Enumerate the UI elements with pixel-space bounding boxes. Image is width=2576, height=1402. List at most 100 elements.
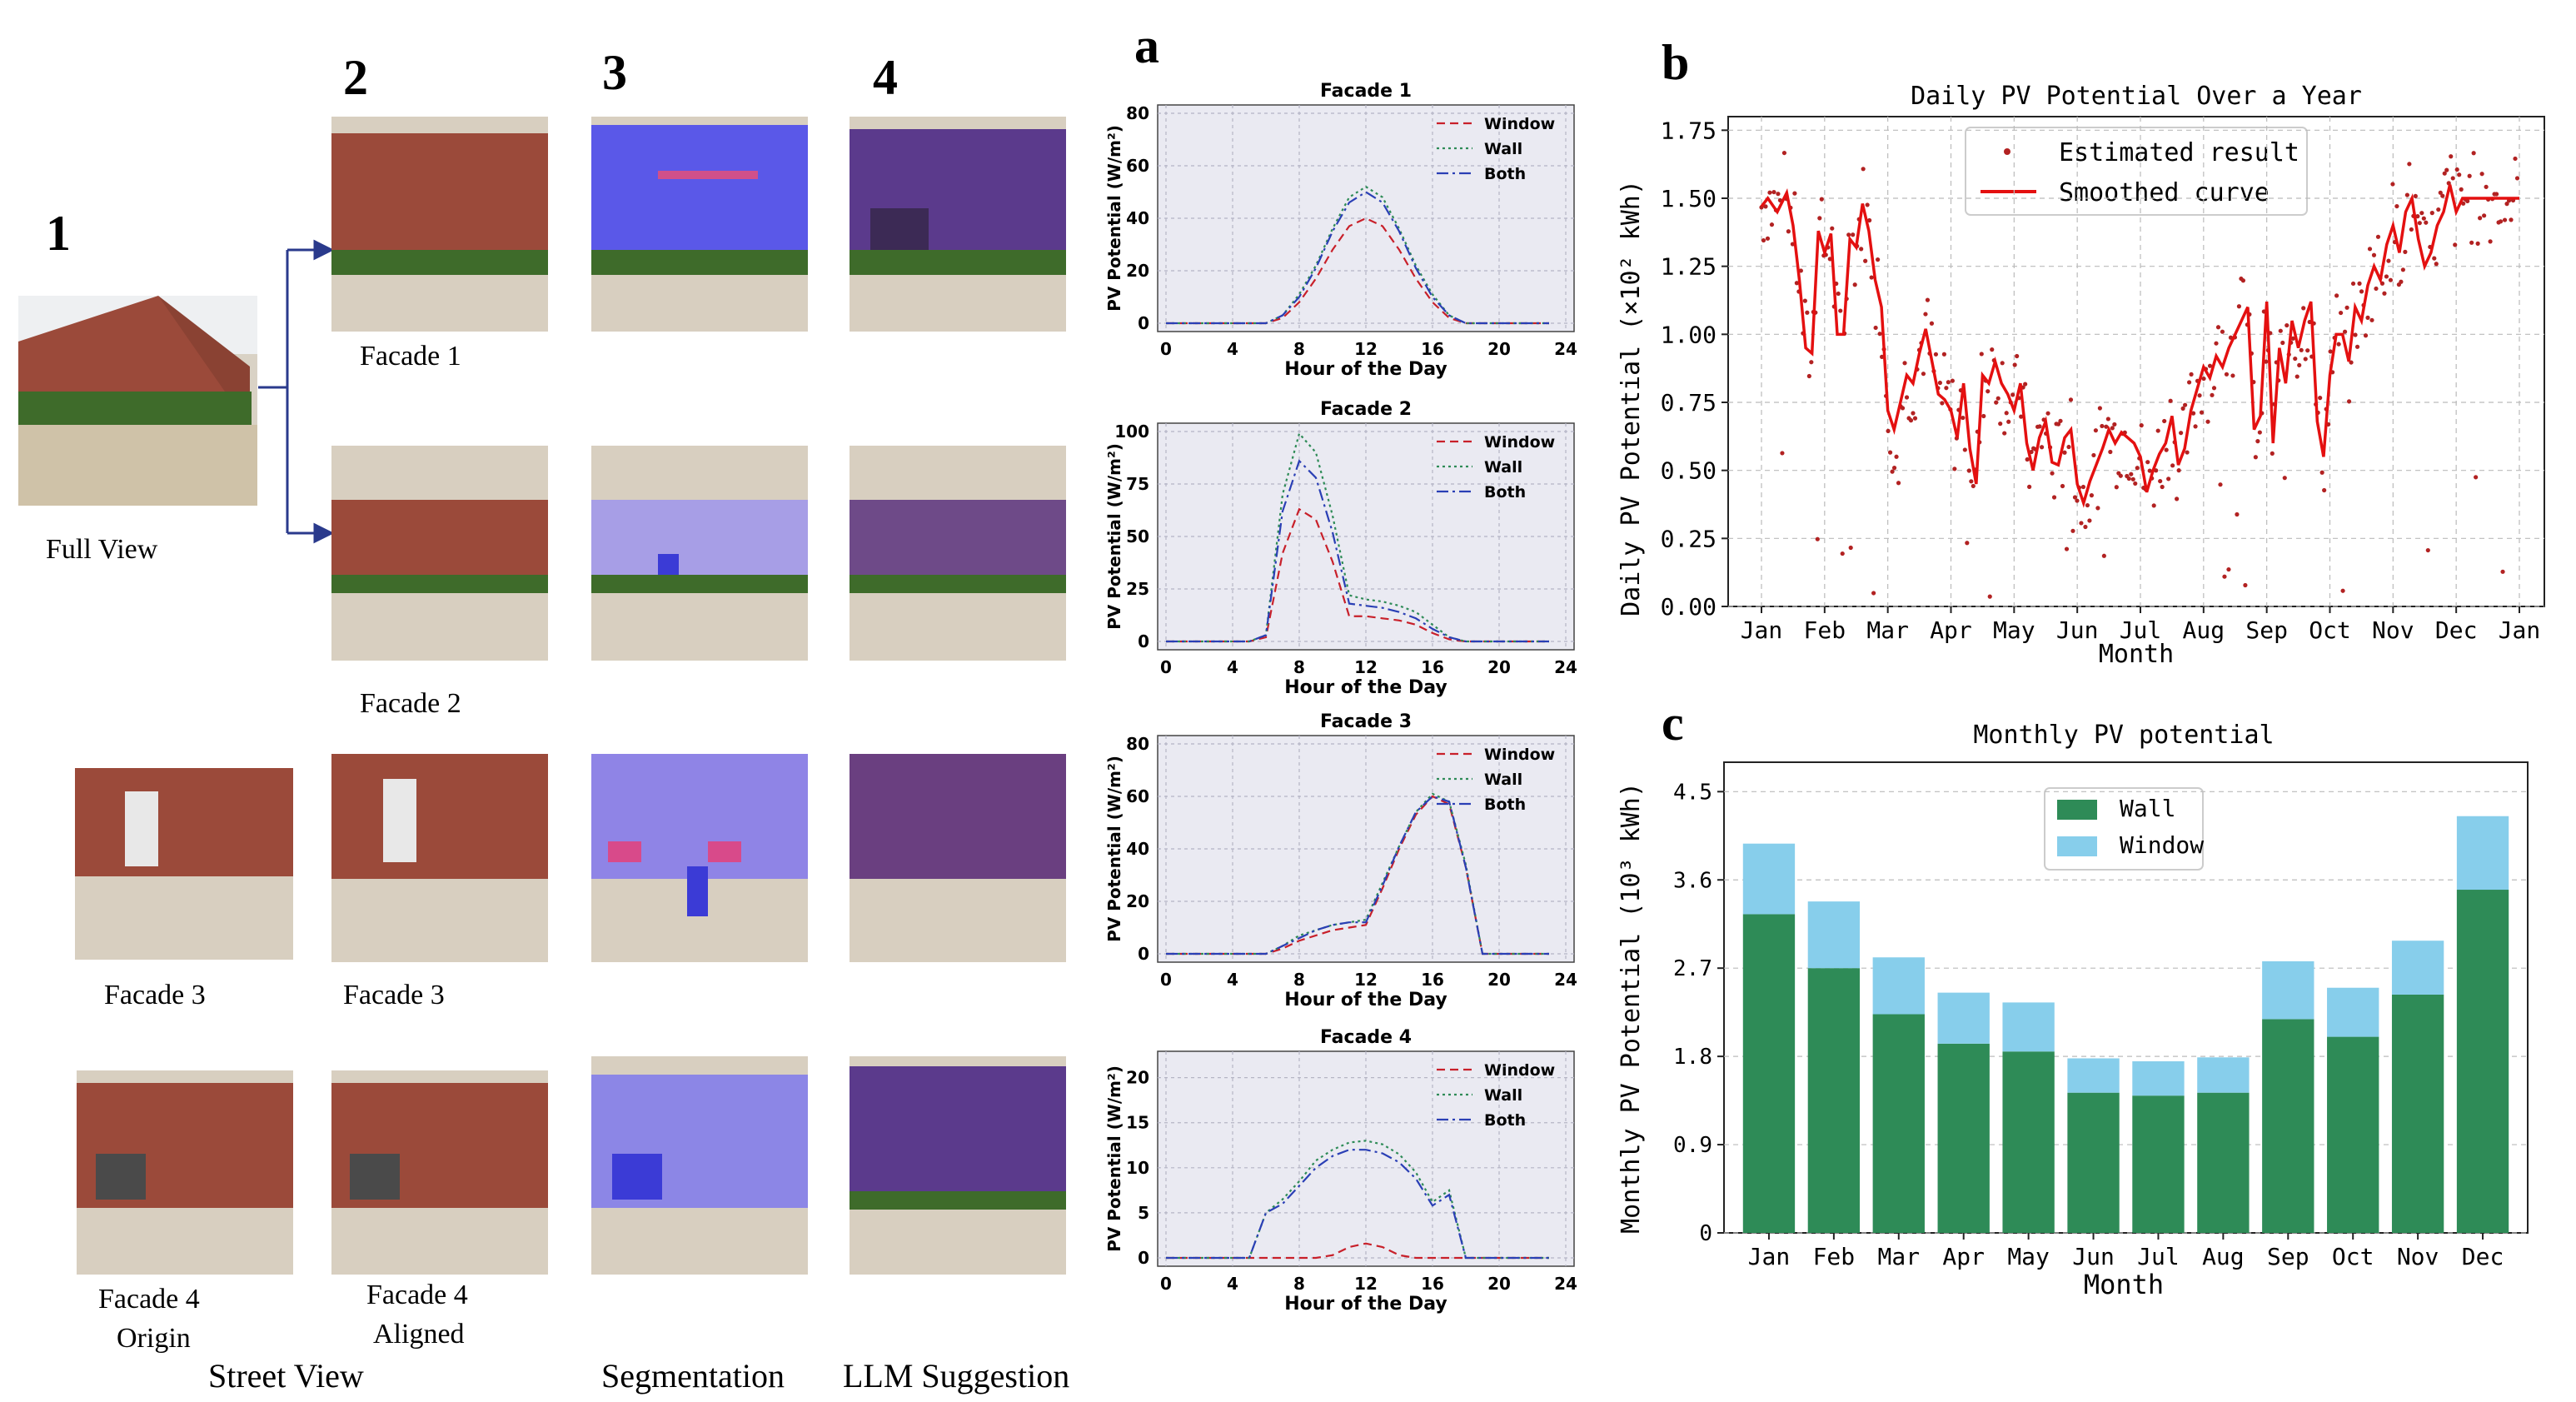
y-axis-label: PV Potential (W/m²) xyxy=(1104,125,1124,312)
scatter-point xyxy=(1946,380,1951,385)
scatter-point xyxy=(1863,258,1868,263)
x-tick-label: 16 xyxy=(1421,970,1444,990)
scatter-point xyxy=(1792,191,1797,196)
scatter-point xyxy=(2438,190,2443,195)
panel-b-ylabel: Daily PV Potential (×10² kWh) xyxy=(1617,180,1646,616)
scatter-point xyxy=(2340,588,2345,593)
facade-chart-1: 0 4 8 12 16 20 24 0 20 40 60 80 Facade 1 Hour of the … xyxy=(1104,81,1577,380)
scatter-point xyxy=(2350,281,2356,287)
col-number-4: 4 xyxy=(873,50,898,105)
x-tick-label: Feb xyxy=(1804,616,1846,644)
scatter-point xyxy=(2222,574,2227,579)
x-tick-label: Jan xyxy=(1741,616,1783,644)
scatter-point xyxy=(1929,321,1935,326)
x-tick-label: Oct xyxy=(2309,616,2351,644)
scatter-point xyxy=(2342,329,2348,334)
scatter-point xyxy=(2440,193,2445,198)
scatter-point xyxy=(2390,182,2395,187)
scatter-point xyxy=(2469,240,2474,245)
scatter-point xyxy=(1771,189,1776,195)
scatter-point xyxy=(2045,411,2050,416)
scatter-point xyxy=(1950,378,1955,383)
scatter-point xyxy=(2375,234,2381,239)
scatter-point xyxy=(2051,495,2057,500)
scatter-point xyxy=(2442,171,2447,176)
scatter-point xyxy=(1890,469,1895,474)
scatter-point xyxy=(2158,478,2163,484)
scatter-point xyxy=(2104,424,2109,429)
legend-window-swatch xyxy=(2057,836,2097,856)
scatter-point xyxy=(1767,190,1772,195)
col-number-3: 3 xyxy=(602,45,627,100)
scatter-point xyxy=(2012,362,2017,367)
scatter-point xyxy=(2425,547,2430,553)
scatter-point xyxy=(2294,374,2299,379)
photo-facade4-llm xyxy=(850,1056,1066,1275)
scatter-point xyxy=(2037,424,2042,429)
scatter-point xyxy=(2210,392,2215,397)
x-tick-label: 0 xyxy=(1160,1274,1172,1294)
x-tick-label: 24 xyxy=(1554,339,1577,359)
y-tick-label: 0.50 xyxy=(1661,457,1717,485)
scatter-point xyxy=(2419,211,2424,216)
scatter-point xyxy=(2502,217,2508,222)
scatter-point xyxy=(2183,402,2188,407)
x-tick-label: 20 xyxy=(1487,1274,1511,1294)
scatter-point xyxy=(2110,426,2115,431)
scatter-point xyxy=(2509,217,2514,222)
scatter-point xyxy=(2482,213,2487,218)
scatter-point xyxy=(2010,392,2015,397)
bar-wall xyxy=(1742,914,1796,1233)
scatter-point xyxy=(1840,551,1845,556)
scatter-point xyxy=(2091,452,2096,458)
y-tick-label: 60 xyxy=(1126,786,1149,806)
x-axis-label: Hour of the Day xyxy=(1284,359,1447,380)
legend-label-window: Window xyxy=(1484,115,1555,133)
scatter-point xyxy=(2197,393,2202,398)
scatter-point xyxy=(2168,398,2173,403)
x-tick-label: 16 xyxy=(1421,657,1444,677)
legend-estimated: Estimated result xyxy=(2059,138,2299,167)
x-tick-label: 12 xyxy=(1354,339,1378,359)
scatter-point xyxy=(1990,347,1995,352)
bar-window xyxy=(2002,1002,2055,1052)
scatter-point xyxy=(2155,428,2160,433)
scatter-point xyxy=(2064,546,2070,551)
scatter-point xyxy=(2080,484,2086,490)
x-tick-label: 8 xyxy=(1293,339,1305,359)
scatter-point xyxy=(1761,237,1766,243)
label-facade3-origin: Facade 3 xyxy=(104,980,206,1010)
scatter-point xyxy=(1763,204,1768,209)
x-tick-label: Apr xyxy=(1942,1243,1985,1270)
y-tick-label: 25 xyxy=(1126,579,1149,599)
scatter-point xyxy=(2513,156,2518,162)
x-tick-label: Feb xyxy=(1813,1243,1856,1270)
facade-chart-4: 0 4 8 12 16 20 24 0 5 10 15 20 Facade 4 Hour of the D… xyxy=(1104,1027,1577,1315)
bar-wall xyxy=(1937,1043,1990,1233)
bar-wall xyxy=(2262,1019,2314,1233)
x-tick-label: 4 xyxy=(1227,970,1238,990)
scatter-point xyxy=(2025,457,2030,462)
x-tick-label: 4 xyxy=(1227,1274,1238,1294)
scatter-point xyxy=(1933,352,1939,357)
scatter-point xyxy=(2403,249,2408,254)
scatter-point xyxy=(2478,216,2483,221)
scatter-point xyxy=(2135,466,2140,471)
scatter-point xyxy=(1979,352,1984,357)
scatter-point xyxy=(1887,450,1893,455)
y-tick-label: 1.8 xyxy=(1673,1045,1712,1070)
bar-wall xyxy=(2197,1092,2250,1233)
scatter-point xyxy=(2454,167,2459,172)
scatter-point xyxy=(1937,380,1943,386)
x-tick-label: 12 xyxy=(1354,1274,1378,1294)
scatter-point xyxy=(2108,449,2113,455)
scatter-point xyxy=(2322,487,2327,493)
scatter-point xyxy=(2060,483,2065,489)
scatter-point xyxy=(1876,257,1881,262)
scatter-point xyxy=(1966,468,1971,473)
x-tick-label: Jun xyxy=(2072,1243,2115,1270)
photo-facade4-origin xyxy=(77,1070,293,1275)
y-tick-label: 5 xyxy=(1138,1203,1149,1223)
scatter-point xyxy=(2328,349,2333,354)
y-tick-label: 3.6 xyxy=(1673,868,1712,893)
